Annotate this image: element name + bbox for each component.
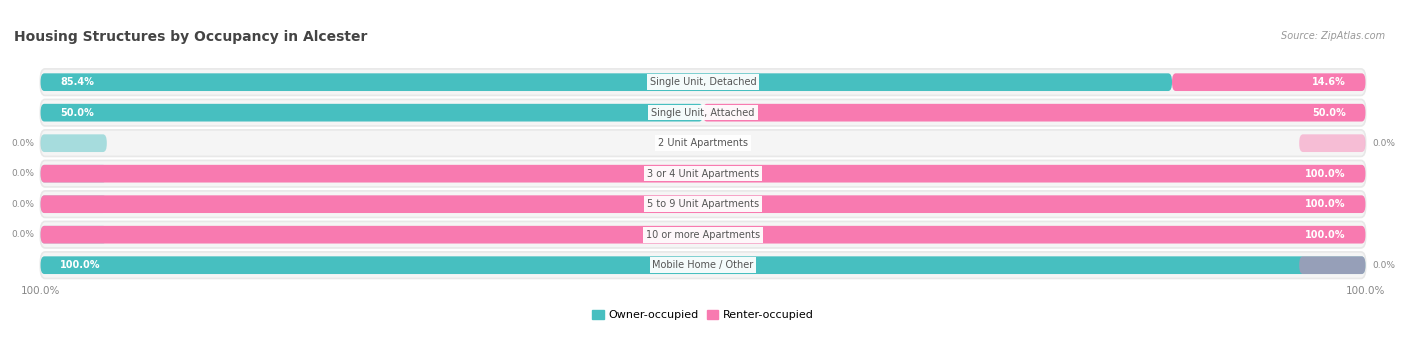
Text: 2 Unit Apartments: 2 Unit Apartments bbox=[658, 138, 748, 148]
Text: Single Unit, Detached: Single Unit, Detached bbox=[650, 77, 756, 87]
FancyBboxPatch shape bbox=[41, 134, 107, 152]
Text: 0.0%: 0.0% bbox=[11, 200, 34, 209]
Text: 50.0%: 50.0% bbox=[60, 108, 94, 118]
FancyBboxPatch shape bbox=[41, 191, 1365, 218]
Text: Housing Structures by Occupancy in Alcester: Housing Structures by Occupancy in Alces… bbox=[14, 30, 367, 44]
FancyBboxPatch shape bbox=[41, 160, 1365, 187]
FancyBboxPatch shape bbox=[41, 221, 1365, 248]
Text: 100.0%: 100.0% bbox=[1305, 169, 1346, 179]
Text: 5 to 9 Unit Apartments: 5 to 9 Unit Apartments bbox=[647, 199, 759, 209]
FancyBboxPatch shape bbox=[41, 226, 1365, 244]
FancyBboxPatch shape bbox=[1299, 134, 1365, 152]
Text: 85.4%: 85.4% bbox=[60, 77, 94, 87]
FancyBboxPatch shape bbox=[41, 195, 1365, 213]
Text: 0.0%: 0.0% bbox=[11, 169, 34, 178]
Text: 100.0%: 100.0% bbox=[1305, 199, 1346, 209]
FancyBboxPatch shape bbox=[41, 252, 1365, 278]
Text: 100.0%: 100.0% bbox=[60, 260, 101, 270]
Legend: Owner-occupied, Renter-occupied: Owner-occupied, Renter-occupied bbox=[588, 305, 818, 325]
Text: 0.0%: 0.0% bbox=[11, 139, 34, 148]
FancyBboxPatch shape bbox=[41, 226, 107, 244]
FancyBboxPatch shape bbox=[703, 104, 1365, 121]
FancyBboxPatch shape bbox=[41, 104, 703, 121]
Text: Mobile Home / Other: Mobile Home / Other bbox=[652, 260, 754, 270]
Text: 0.0%: 0.0% bbox=[1372, 261, 1395, 270]
Text: 3 or 4 Unit Apartments: 3 or 4 Unit Apartments bbox=[647, 169, 759, 179]
FancyBboxPatch shape bbox=[41, 130, 1365, 156]
FancyBboxPatch shape bbox=[41, 165, 1365, 183]
Text: 50.0%: 50.0% bbox=[1312, 108, 1346, 118]
FancyBboxPatch shape bbox=[41, 256, 1365, 274]
FancyBboxPatch shape bbox=[1173, 73, 1365, 91]
Text: 10 or more Apartments: 10 or more Apartments bbox=[645, 230, 761, 240]
FancyBboxPatch shape bbox=[41, 100, 1365, 126]
FancyBboxPatch shape bbox=[41, 73, 1173, 91]
Text: 0.0%: 0.0% bbox=[1372, 139, 1395, 148]
Text: Single Unit, Attached: Single Unit, Attached bbox=[651, 108, 755, 118]
Text: 0.0%: 0.0% bbox=[11, 230, 34, 239]
FancyBboxPatch shape bbox=[41, 165, 107, 183]
Text: 100.0%: 100.0% bbox=[1305, 230, 1346, 240]
Text: 14.6%: 14.6% bbox=[1312, 77, 1346, 87]
FancyBboxPatch shape bbox=[41, 195, 107, 213]
FancyBboxPatch shape bbox=[41, 69, 1365, 95]
Text: Source: ZipAtlas.com: Source: ZipAtlas.com bbox=[1281, 31, 1385, 41]
FancyBboxPatch shape bbox=[1299, 256, 1365, 274]
